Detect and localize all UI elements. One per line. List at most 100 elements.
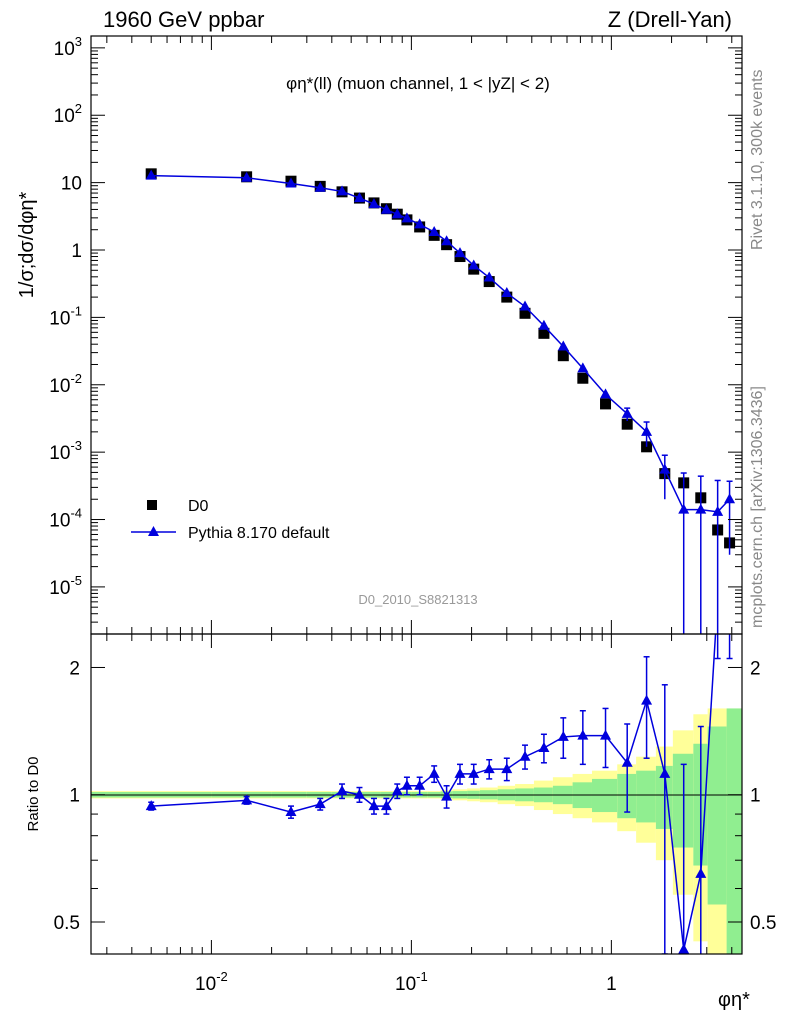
ratio-marker	[314, 798, 326, 809]
ratio-y-tick-label: 0.5	[54, 913, 80, 934]
ratio-marker	[353, 788, 365, 799]
main-panel: 10-5 10-4 10-3 10-2 10-1 1 10 102 103 φη*(ll) (m…	[16, 34, 742, 635]
pythia-marker	[285, 177, 297, 188]
d0-marker	[538, 327, 550, 339]
y-tick-label: 10-3	[49, 438, 82, 464]
pythia-marker	[519, 300, 531, 311]
y-tick-label: 10	[61, 174, 82, 195]
ratio-marker	[519, 750, 531, 761]
pythia-marker	[414, 218, 426, 229]
ratio-marker	[621, 756, 633, 767]
legend-label-d0: D0	[188, 498, 209, 515]
ratio-frame	[90, 633, 743, 955]
ratio-marker	[577, 729, 589, 740]
d0-marker	[557, 350, 569, 362]
d0-marker	[600, 398, 612, 410]
pythia-marker	[483, 271, 495, 282]
ratio-y-tick-label-right: 1	[750, 786, 761, 807]
pythia-marker	[659, 463, 671, 474]
ratio-marker	[391, 785, 403, 796]
legend-marker-pythia	[148, 526, 159, 536]
pythia-marker	[621, 407, 633, 418]
pythia-marker	[428, 226, 440, 237]
d0-marker	[577, 372, 589, 384]
y-tick-label: 10-1	[49, 303, 82, 329]
ratio-marker	[285, 806, 297, 817]
pythia-marker	[600, 388, 612, 399]
pythia-marker	[353, 192, 365, 203]
pythia-marker	[454, 247, 466, 258]
ratio-y-tick-label-right: 0.5	[750, 913, 776, 934]
y-tick-label: 1	[71, 241, 82, 262]
ratio-marker	[557, 730, 569, 741]
d0-marker	[483, 276, 495, 288]
ratio-inner-band	[707, 726, 727, 905]
ratio-marker	[380, 800, 392, 811]
ratio-marker	[401, 779, 413, 790]
pythia-line	[151, 174, 731, 513]
pythia-marker	[724, 493, 736, 504]
pythia-marker	[401, 212, 413, 223]
ratio-axis-label: Ratio to D0	[25, 756, 42, 831]
ratio-marker	[678, 943, 690, 954]
analysis-watermark: D0_2010_S8821313	[358, 592, 477, 607]
pythia-marker	[314, 181, 326, 192]
ratio-marker	[368, 800, 380, 811]
y-tick-label: 10-2	[49, 371, 82, 397]
ratio-marker	[454, 767, 466, 778]
ratio-marker	[695, 867, 707, 878]
ratio-marker	[468, 767, 480, 778]
x-tick-label: 10-2	[195, 969, 228, 995]
ratio-inner-band	[636, 770, 656, 823]
y-axis-label: 1/σ;dσ/dφη*	[16, 191, 38, 298]
pythia-marker	[391, 208, 403, 219]
y-tick-label: 102	[54, 101, 82, 127]
ratio-marker	[145, 800, 157, 811]
legend-label-pythia: Pythia 8.170 default	[188, 525, 330, 542]
y-tick-label: 10-5	[49, 573, 82, 599]
legend-marker-d0	[147, 500, 157, 510]
pythia-marker	[468, 259, 480, 270]
ratio-inner-band	[726, 708, 742, 954]
mcplots-label: mcplots.cern.ch [arXiv:1306.3436]	[749, 386, 766, 628]
header-right: Z (Drell-Yan)	[608, 7, 732, 32]
chart-title: φη*(ll) (muon channel, 1 < |yZ| < 2)	[286, 74, 550, 93]
pythia-marker	[557, 340, 569, 351]
x-axis-label: φη*	[718, 989, 750, 1011]
ratio-marker	[501, 763, 513, 774]
legend: D0 Pythia 8.170 default	[131, 498, 330, 542]
pythia-marker	[695, 503, 707, 514]
ratio-y-tick-label-right: 2	[750, 658, 761, 679]
rivet-label: Rivet 3.1.10, 300k events	[749, 69, 766, 250]
main-frame	[90, 35, 743, 635]
pythia-marker	[336, 185, 348, 196]
ratio-marker	[241, 794, 253, 805]
ratio-y-tick-label: 2	[69, 658, 80, 679]
y-tick-label: 103	[54, 34, 82, 60]
ratio-marker	[600, 729, 612, 740]
ratio-y-tick-label: 1	[69, 786, 80, 807]
ratio-marker	[641, 694, 653, 705]
pythia-marker	[441, 235, 453, 246]
header-left: 1960 GeV ppbar	[103, 7, 264, 32]
pythia-marker	[241, 171, 253, 182]
pythia-marker	[538, 319, 550, 330]
d0-marker	[519, 307, 531, 319]
ratio-panel: 0.5 0.5 1 1 2 2 10-2 10-1 1 Ratio to D0 φη*	[25, 593, 776, 1011]
x-tick-label: 10-1	[395, 969, 428, 995]
ratio-marker	[659, 767, 671, 778]
ratio-marker	[336, 785, 348, 796]
pythia-marker	[712, 505, 724, 516]
x-tick-label: 1	[606, 974, 617, 995]
y-tick-label: 10-4	[49, 506, 82, 532]
d0-marker	[501, 291, 513, 303]
ratio-marker	[414, 779, 426, 790]
ratio-marker	[724, 593, 735, 603]
pythia-marker	[641, 425, 653, 436]
pythia-marker	[145, 169, 157, 180]
pythia-marker	[380, 203, 392, 214]
ratio-marker	[428, 767, 440, 778]
pythia-marker	[577, 362, 589, 373]
ratio-marker	[538, 741, 550, 752]
